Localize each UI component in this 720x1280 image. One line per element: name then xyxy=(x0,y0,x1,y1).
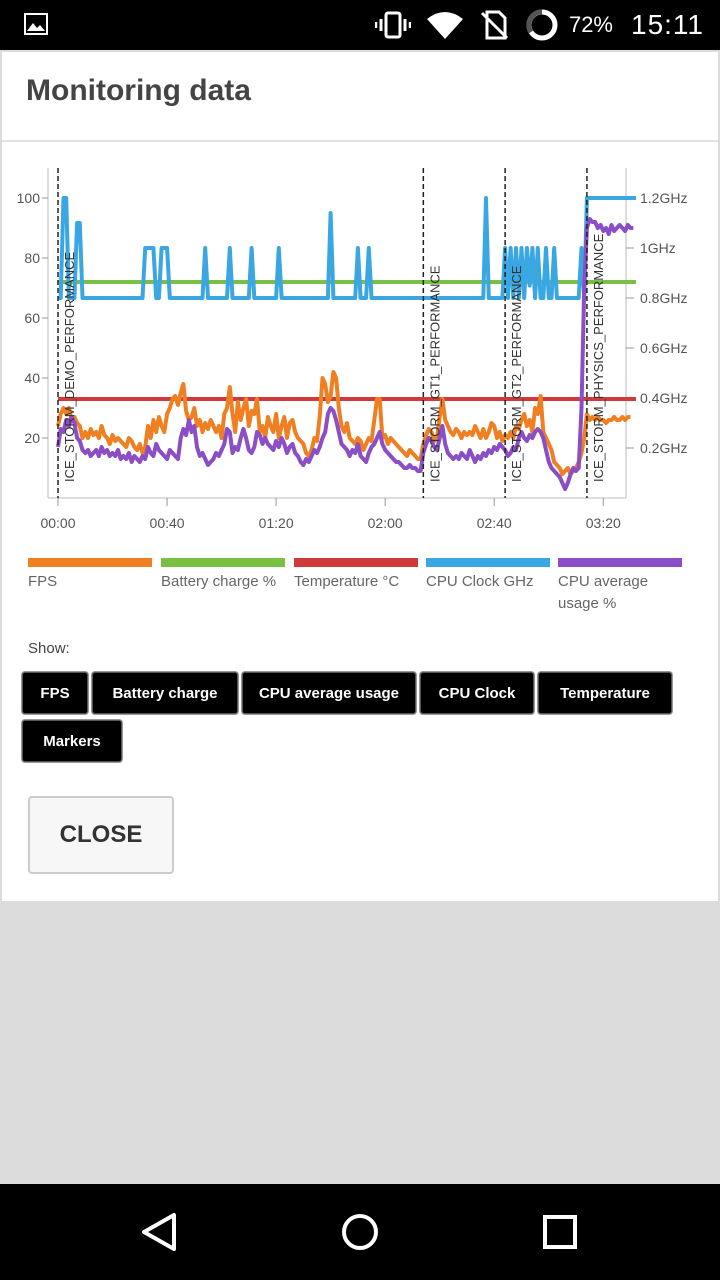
legend-swatch xyxy=(161,558,285,567)
y-right-tick-label: 0.4GHz xyxy=(640,390,687,406)
marker-label: ICE_STORM_GT2_PERFORMANCE xyxy=(509,265,524,482)
legend-item-fps: FPS xyxy=(28,558,152,593)
no-sim-icon xyxy=(480,10,509,40)
status-bar: 72% 15:11 xyxy=(0,0,720,50)
legend-label: FPS xyxy=(28,573,58,590)
image-icon xyxy=(24,13,48,35)
dialog-title: Monitoring data xyxy=(26,74,251,107)
toggle-battery-charge-button[interactable]: Battery charge xyxy=(92,672,238,714)
legend-item-cpu-clock: CPU Clock GHz xyxy=(426,558,550,593)
x-tick-label: 03:20 xyxy=(586,515,621,531)
x-tick-label: 02:40 xyxy=(477,515,512,531)
recents-icon[interactable] xyxy=(538,1210,582,1254)
marker-label: ICE_STORM_DEMO_PERFORMANCE xyxy=(62,251,77,482)
x-tick-label: 00:40 xyxy=(150,515,185,531)
monitoring-dialog: Monitoring data 20 40 60 80 100 0.2GHz 0.4GHz 0… xyxy=(2,52,718,901)
clock: 15:11 xyxy=(631,9,704,40)
legend-label: CPU Clock GHz xyxy=(426,573,534,590)
y-right-tick-label: 0.6GHz xyxy=(640,340,687,356)
legend-label: Battery charge % xyxy=(161,573,277,590)
y-right-tick-label: 1GHz xyxy=(640,240,676,256)
legend-label: Temperature °C xyxy=(294,573,400,590)
back-icon[interactable] xyxy=(138,1210,182,1254)
legend-item-battery: Battery charge % xyxy=(161,558,285,593)
legend-label: CPU average usage % xyxy=(558,573,649,612)
battery-ring-icon xyxy=(526,9,558,41)
home-icon[interactable] xyxy=(338,1210,382,1254)
show-label: Show: xyxy=(28,640,70,657)
close-button[interactable]: CLOSE xyxy=(28,796,174,874)
legend-swatch xyxy=(294,558,418,567)
toggle-fps-button[interactable]: FPS xyxy=(22,672,88,714)
legend-swatch xyxy=(558,558,682,567)
battery-percent: 72% xyxy=(568,12,613,37)
chart-legend: FPS Battery charge % Temperature °C CPU … xyxy=(28,558,698,628)
y-left-tick-label: 20 xyxy=(24,430,40,446)
toggle-cpu-average-usage-button[interactable]: CPU average usage xyxy=(242,672,416,714)
wifi-icon xyxy=(426,12,463,39)
y-right-tick-label: 0.8GHz xyxy=(640,290,687,306)
y-left-tick-label: 60 xyxy=(24,310,40,326)
y-right-tick-label: 0.2GHz xyxy=(640,440,687,456)
legend-swatch xyxy=(28,558,152,567)
y-right-tick-label: 1.2GHz xyxy=(640,190,687,206)
navigation-bar xyxy=(0,1184,720,1280)
monitoring-chart: 20 40 60 80 100 0.2GHz 0.4GHz 0.6GHz 0.8GHz 1GHz 1… xyxy=(17,168,687,531)
marker-label: ICE_STORM_PHYSICS_PERFORMANCE xyxy=(591,233,606,482)
title-divider xyxy=(2,140,718,142)
series-line xyxy=(58,196,636,300)
legend-swatch xyxy=(426,558,550,567)
toggle-markers-button[interactable]: Markers xyxy=(22,720,122,762)
x-tick-label: 00:00 xyxy=(40,515,75,531)
toggle-cpu-clock-button[interactable]: CPU Clock xyxy=(420,672,534,714)
series-line xyxy=(56,370,631,476)
y-left-tick-label: 100 xyxy=(17,190,41,206)
marker-label: ICE_STORM_GT1_PERFORMANCE xyxy=(427,265,442,482)
series-line xyxy=(56,217,634,491)
toggle-temperature-button[interactable]: Temperature xyxy=(538,672,672,714)
legend-item-temperature: Temperature °C xyxy=(294,558,418,593)
x-tick-label: 01:20 xyxy=(259,515,294,531)
y-left-tick-label: 40 xyxy=(24,370,40,386)
legend-item-cpu-usage: CPU average usage % xyxy=(558,558,682,615)
y-left-tick-label: 80 xyxy=(24,250,40,266)
vibrate-icon xyxy=(374,11,411,39)
x-tick-label: 02:00 xyxy=(368,515,403,531)
